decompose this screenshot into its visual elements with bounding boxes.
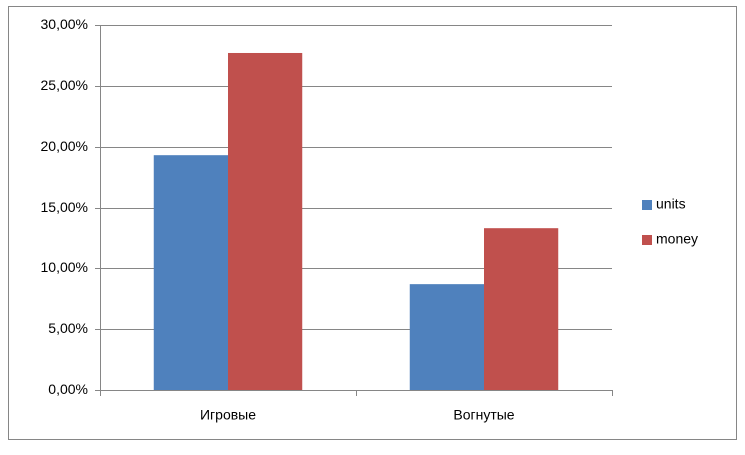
y-tick-label: 5,00% — [48, 320, 88, 336]
legend-swatch — [642, 200, 652, 210]
x-tick-label: Вогнутые — [453, 407, 514, 423]
legend-swatch — [642, 235, 652, 245]
y-tick-label: 10,00% — [41, 259, 88, 275]
y-tick-label: 25,00% — [41, 77, 88, 93]
chart-border — [8, 6, 737, 440]
bar — [409, 284, 484, 390]
bar — [228, 52, 303, 390]
y-tick-label: 15,00% — [41, 199, 88, 215]
legend-label: money — [656, 231, 698, 247]
bar — [484, 228, 559, 390]
x-tick-label: Игровые — [200, 407, 256, 423]
y-tick-label: 30,00% — [41, 16, 88, 32]
y-tick-label: 20,00% — [41, 138, 88, 154]
legend-label: units — [656, 196, 686, 212]
y-tick-label: 0,00% — [48, 381, 88, 397]
bar — [153, 155, 228, 390]
